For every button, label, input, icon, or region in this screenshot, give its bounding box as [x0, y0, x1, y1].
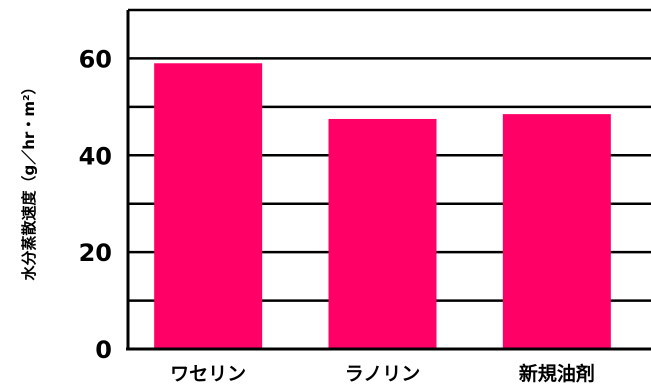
bar-2: [328, 118, 437, 349]
bars: [154, 63, 611, 350]
bar-3: [502, 114, 611, 349]
category-label: ワセリン: [170, 363, 246, 385]
category-labels: ワセリン ラノリン 新規油剤: [170, 362, 595, 385]
y-tick-label: 20: [79, 239, 112, 267]
bar-1: [154, 63, 263, 350]
category-label: ラノリン: [345, 363, 421, 385]
y-tick-labels: 0 20 40 60: [79, 45, 112, 364]
y-tick-label: 60: [79, 45, 112, 73]
y-tick-label: 40: [79, 142, 112, 170]
axes: [126, 10, 651, 351]
y-tick-label: 0: [95, 336, 112, 364]
category-label: 新規油剤: [519, 362, 595, 385]
y-axis-title: 水分蒸散速度（g／hr・m²）: [20, 79, 38, 280]
